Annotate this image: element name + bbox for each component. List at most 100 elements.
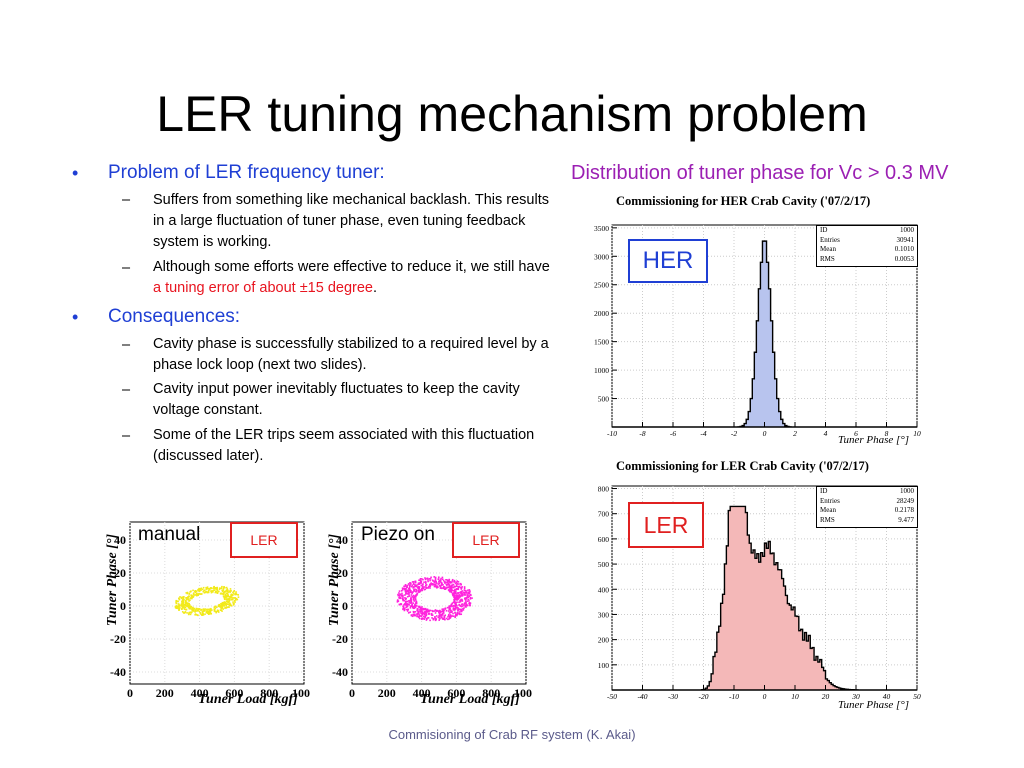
scatter-point xyxy=(175,599,178,602)
scatter-point xyxy=(457,592,459,594)
scatter-point xyxy=(233,597,235,599)
scatter-point xyxy=(215,590,217,593)
scatter-point xyxy=(438,584,441,587)
scatter-point xyxy=(208,588,211,591)
scatter-point xyxy=(205,611,208,614)
scatter-point xyxy=(225,602,227,605)
scatter-point xyxy=(425,581,427,584)
scatter-piezo-points xyxy=(396,576,473,622)
scatter-point xyxy=(453,586,455,589)
scatter-point xyxy=(235,592,237,595)
scatter-point xyxy=(220,604,223,606)
scatter-point xyxy=(451,602,454,604)
scatter-point xyxy=(199,589,201,591)
scatter-point xyxy=(468,591,471,593)
scatter-point xyxy=(434,619,437,622)
x-tick-label: 400 xyxy=(191,686,209,700)
scatter-point xyxy=(399,596,402,599)
scatter-point xyxy=(181,608,183,610)
scatter-point xyxy=(433,610,435,612)
scatter-point xyxy=(220,587,223,590)
scatter-point xyxy=(416,605,418,607)
scatter-point xyxy=(183,606,185,608)
scatter-point xyxy=(425,584,427,587)
scatter-point xyxy=(206,587,209,590)
scatter-point xyxy=(466,592,468,595)
y-tick-label: 20 xyxy=(336,566,348,580)
scatter-point xyxy=(454,612,456,614)
scatter-point xyxy=(209,587,211,590)
scatter-point xyxy=(463,607,465,609)
scatter-manual-ticks: 0200400600800100040200-20-40 xyxy=(110,533,310,700)
scatter-point xyxy=(453,597,456,600)
scatter-point xyxy=(187,596,189,599)
scatter-point xyxy=(415,601,418,604)
scatter-point xyxy=(443,618,445,620)
scatter-point xyxy=(430,576,432,579)
x-tick-label: 10 xyxy=(913,429,921,438)
scatter-point xyxy=(193,607,196,610)
scatter-point xyxy=(462,591,465,594)
scatter-point xyxy=(185,601,188,604)
scatter-point xyxy=(452,607,455,609)
scatter-point xyxy=(206,591,209,594)
x-tick-label: 1000 xyxy=(292,686,310,700)
scatter-point xyxy=(418,617,421,620)
scatter-point xyxy=(403,585,405,588)
scatter-point xyxy=(181,601,183,603)
scatter-point xyxy=(403,609,406,612)
scatter-point xyxy=(407,608,409,611)
scatter-point xyxy=(194,590,196,593)
scatter-point xyxy=(409,607,412,609)
scatter-manual-plot: 0200400600800100040200-20-40 Tuner Phase… xyxy=(84,514,310,710)
scatter-point xyxy=(403,588,406,591)
dash: – xyxy=(122,192,131,208)
scatter-point xyxy=(434,576,437,579)
scatter-point xyxy=(209,610,212,613)
scatter-point xyxy=(461,593,463,596)
scatter-point xyxy=(412,582,415,585)
scatter-point xyxy=(225,586,228,589)
scatter-point xyxy=(220,603,223,605)
scatter-point xyxy=(225,596,228,598)
scatter-point xyxy=(222,587,225,590)
scatter-point xyxy=(188,607,191,610)
scatter-point xyxy=(431,617,433,619)
scatter-point xyxy=(453,585,456,588)
scatter-point xyxy=(465,591,467,593)
scatter-point xyxy=(419,609,421,611)
scatter-point xyxy=(457,597,460,599)
scatter-point xyxy=(451,580,454,582)
y-tick-label: 0 xyxy=(120,599,126,613)
scatter-point xyxy=(469,594,471,596)
scatter-point xyxy=(434,584,437,587)
scatter-point xyxy=(422,617,424,620)
scatter-point xyxy=(455,613,457,616)
scatter-point xyxy=(428,585,431,588)
scatter-point xyxy=(413,588,416,591)
scatter-point xyxy=(195,593,198,596)
scatter-point xyxy=(414,610,416,613)
scatter-point xyxy=(175,601,177,604)
scatter-point xyxy=(421,583,424,586)
scatter-point xyxy=(410,614,413,617)
scatter-point xyxy=(454,585,457,588)
x-tick-label: -40 xyxy=(638,692,648,701)
scatter-point xyxy=(447,582,450,584)
scatter-point xyxy=(207,613,210,616)
scatter-point xyxy=(423,588,426,591)
scatter-point xyxy=(188,600,190,602)
scatter-point xyxy=(422,608,425,611)
scatter-point xyxy=(182,606,184,609)
scatter-point xyxy=(419,578,422,580)
scatter-point xyxy=(180,603,183,605)
scatter-point xyxy=(232,591,234,594)
scatter-point xyxy=(453,609,455,611)
scatter-point xyxy=(200,589,203,591)
scatter-point xyxy=(206,612,209,614)
x-tick-label: -4 xyxy=(700,429,706,438)
scatter-point xyxy=(421,606,423,608)
scatter-point xyxy=(406,600,409,603)
scatter-point xyxy=(463,593,466,595)
scatter-point xyxy=(453,599,456,601)
